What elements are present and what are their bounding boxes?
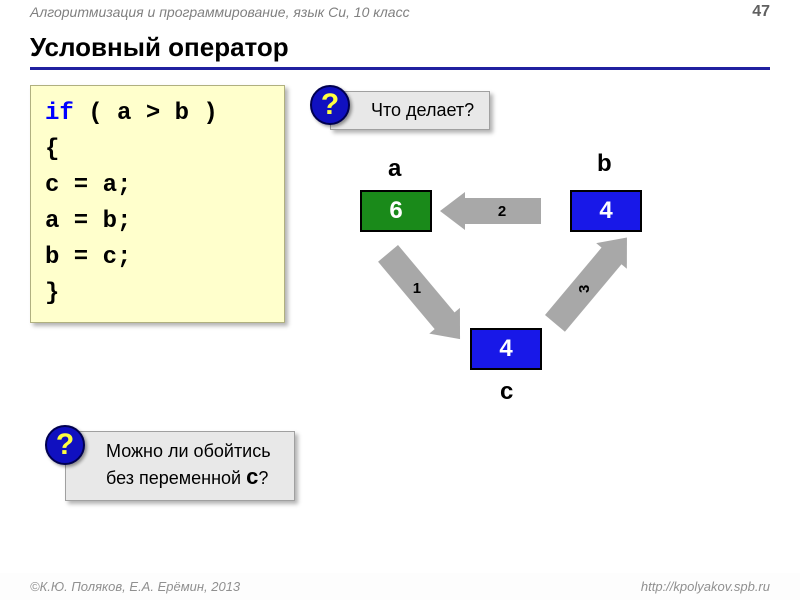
box-a: 6 — [360, 190, 432, 232]
footer: ©К.Ю. Поляков, Е.А. Ерёмин, 2013 http://… — [0, 573, 800, 600]
arrow-1-number: 1 — [372, 275, 462, 301]
label-a: a — [388, 155, 401, 183]
footer-copyright: ©К.Ю. Поляков, Е.А. Ерёмин, 2013 — [30, 579, 240, 594]
box-b: 4 — [570, 190, 642, 232]
code-line: if ( a > b ) — [45, 96, 270, 132]
page-title: Условный оператор — [0, 24, 800, 67]
label-b: b — [597, 150, 612, 178]
header-subtitle: Алгоритмизация и программирование, язык … — [30, 4, 752, 20]
footer-url: http://kpolyakov.spb.ru — [641, 579, 770, 594]
code-line: c = a; — [45, 168, 270, 204]
header-bar: Алгоритмизация и программирование, язык … — [0, 0, 800, 24]
code-line: a = b; — [45, 204, 270, 240]
box-c: 4 — [470, 328, 542, 370]
swap-diagram: a b c 6 4 4 2 1 3 — [340, 150, 760, 450]
question2-box: Можно ли обойтись без переменной c? — [65, 431, 295, 501]
page-number: 47 — [752, 3, 770, 21]
variable-c: c — [246, 464, 258, 489]
arrow-2: 2 — [463, 198, 541, 224]
question-mark-icon: ? — [45, 425, 85, 465]
arrow-3: 3 — [545, 246, 623, 332]
code-line: { — [45, 132, 270, 168]
arrow-3-number: 3 — [571, 244, 597, 334]
question1-box: Что делает? — [330, 91, 490, 130]
arrow-2-number: 2 — [463, 198, 541, 224]
question-mark-icon: ? — [310, 85, 350, 125]
arrow-head-icon — [440, 192, 465, 230]
code-box: if ( a > b ) { c = a; a = b; b = c; } — [30, 85, 285, 323]
code-line: } — [45, 276, 270, 312]
code-keyword: if — [45, 100, 74, 127]
label-c: c — [500, 378, 513, 406]
question1-text: Что делает? — [371, 100, 474, 120]
code-line: b = c; — [45, 240, 270, 276]
arrow-1: 1 — [378, 245, 456, 331]
question2-line2: без переменной c? — [106, 463, 280, 492]
title-underline — [30, 67, 770, 70]
question2-line1: Можно ли обойтись — [106, 440, 280, 463]
